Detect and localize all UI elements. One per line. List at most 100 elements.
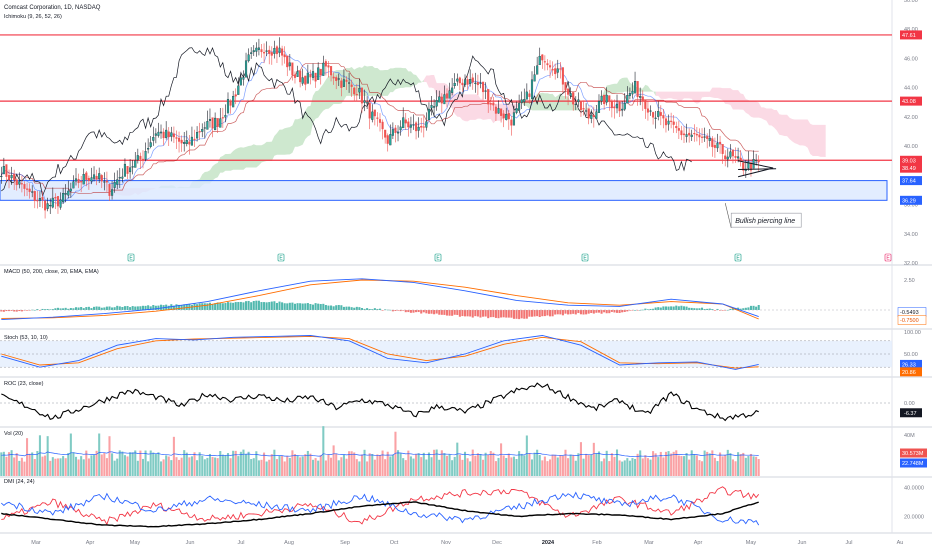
macd-histogram-bar	[208, 302, 211, 310]
macd-histogram-bar	[257, 300, 260, 310]
macd-histogram-bar	[87, 306, 90, 310]
volume-bar	[523, 455, 526, 476]
candle	[92, 174, 96, 179]
macd-histogram-bar	[608, 310, 611, 314]
candle	[747, 161, 750, 169]
candle	[44, 200, 47, 211]
macd-histogram-bar	[368, 308, 371, 310]
volume-bar	[525, 435, 528, 476]
earnings-badge[interactable]	[277, 253, 285, 262]
candle	[329, 66, 333, 76]
candle	[567, 88, 570, 95]
volume-bar	[260, 459, 263, 476]
macd-histogram-bar	[492, 310, 495, 318]
candle	[118, 177, 121, 179]
candle	[216, 118, 219, 127]
macd-histogram-bar	[335, 305, 338, 310]
volume-bar	[239, 451, 242, 476]
volume-bar	[427, 452, 430, 476]
macd-histogram-bar	[49, 309, 52, 311]
candle	[512, 112, 516, 126]
candle	[533, 74, 536, 82]
candle	[548, 65, 552, 68]
macd-pane[interactable]	[0, 278, 892, 321]
triangle-pattern[interactable]	[737, 160, 774, 178]
volume-bar	[103, 452, 106, 476]
macd-legend: MACD (50, 200, close, 20, EMA, EMA)	[4, 269, 99, 275]
macd-histogram-bar	[523, 310, 526, 319]
volume-bar	[749, 453, 753, 476]
candle	[18, 181, 21, 185]
volume-bar	[167, 456, 170, 476]
candle	[440, 96, 443, 104]
macd-histogram-bar	[5, 310, 8, 312]
macd-signal-line	[1, 279, 759, 320]
dmi-pane[interactable]	[1, 486, 760, 528]
earnings-badge[interactable]	[884, 253, 892, 262]
volume-bar	[7, 452, 11, 476]
macd-histogram-bar	[224, 303, 227, 310]
time-tick-label: Apr	[86, 540, 95, 546]
earnings-badge[interactable]	[127, 253, 135, 262]
candle	[386, 135, 389, 144]
macd-histogram-bar	[525, 310, 528, 319]
volume-bar	[64, 458, 67, 476]
volume-bar	[435, 449, 438, 476]
roc-pane[interactable]	[0, 382, 892, 422]
candle	[175, 137, 178, 139]
candle	[157, 131, 160, 136]
candle	[680, 130, 683, 136]
time-tick-label: Au	[897, 540, 904, 546]
volume-bar	[368, 453, 371, 476]
price-label-box	[900, 30, 922, 40]
volume-pane[interactable]	[0, 426, 760, 476]
volume-bar	[33, 459, 36, 476]
macd-histogram-bar	[438, 310, 441, 315]
volume-bar	[358, 461, 361, 476]
macd-histogram-bar	[458, 310, 461, 317]
price-label-box	[900, 195, 922, 205]
candle	[363, 100, 366, 103]
candle	[574, 103, 577, 106]
volume-bar	[726, 449, 729, 476]
candle	[469, 79, 472, 84]
macd-histogram-bar	[471, 310, 474, 318]
candle	[196, 132, 199, 139]
candle	[644, 99, 647, 109]
macd-histogram-bar	[597, 310, 601, 313]
price-axis[interactable]: 50.00 48.00 46.00 44.00 42.00 40.00 36.00 34.00…	[897, 0, 927, 520]
earnings-badge[interactable]	[434, 253, 442, 262]
earnings-badge[interactable]	[581, 253, 589, 262]
macd-histogram-bar	[371, 309, 374, 310]
time-tick-label: Feb	[592, 540, 601, 546]
macd-histogram-bar	[551, 310, 554, 317]
macd-histogram-bar	[600, 310, 603, 314]
candle	[698, 134, 701, 138]
stoch-pane[interactable]	[0, 335, 892, 370]
candle	[494, 106, 497, 114]
candle	[569, 93, 572, 97]
support-zone[interactable]	[0, 180, 888, 201]
macd-histogram-bar	[159, 304, 163, 310]
price-label: 37.64	[902, 179, 916, 185]
macd-histogram-bar	[536, 310, 539, 317]
macd-histogram-bar	[20, 310, 23, 312]
candle	[515, 108, 518, 113]
candle	[677, 128, 680, 131]
time-axis[interactable]: Mar Apr May Jun Jul Aug Sep Oct Nov Dec 2024 Feb Mar…	[31, 540, 903, 546]
annotation-box[interactable]	[730, 212, 802, 228]
candle	[603, 94, 606, 105]
macd-histogram-bar	[515, 310, 518, 319]
macd-histogram-bar	[172, 305, 175, 310]
volume-bar	[108, 436, 111, 476]
earnings-badge[interactable]	[734, 253, 742, 262]
candle	[162, 131, 165, 139]
macd-histogram-bar	[695, 308, 698, 310]
volume-bar	[330, 457, 333, 476]
candle	[177, 137, 181, 142]
candle	[453, 82, 456, 87]
earnings-badge-label: E	[129, 256, 133, 262]
macd-histogram-bar	[345, 306, 348, 310]
price-pane[interactable]: Bullish piercing line E E E E E E	[0, 34, 892, 262]
